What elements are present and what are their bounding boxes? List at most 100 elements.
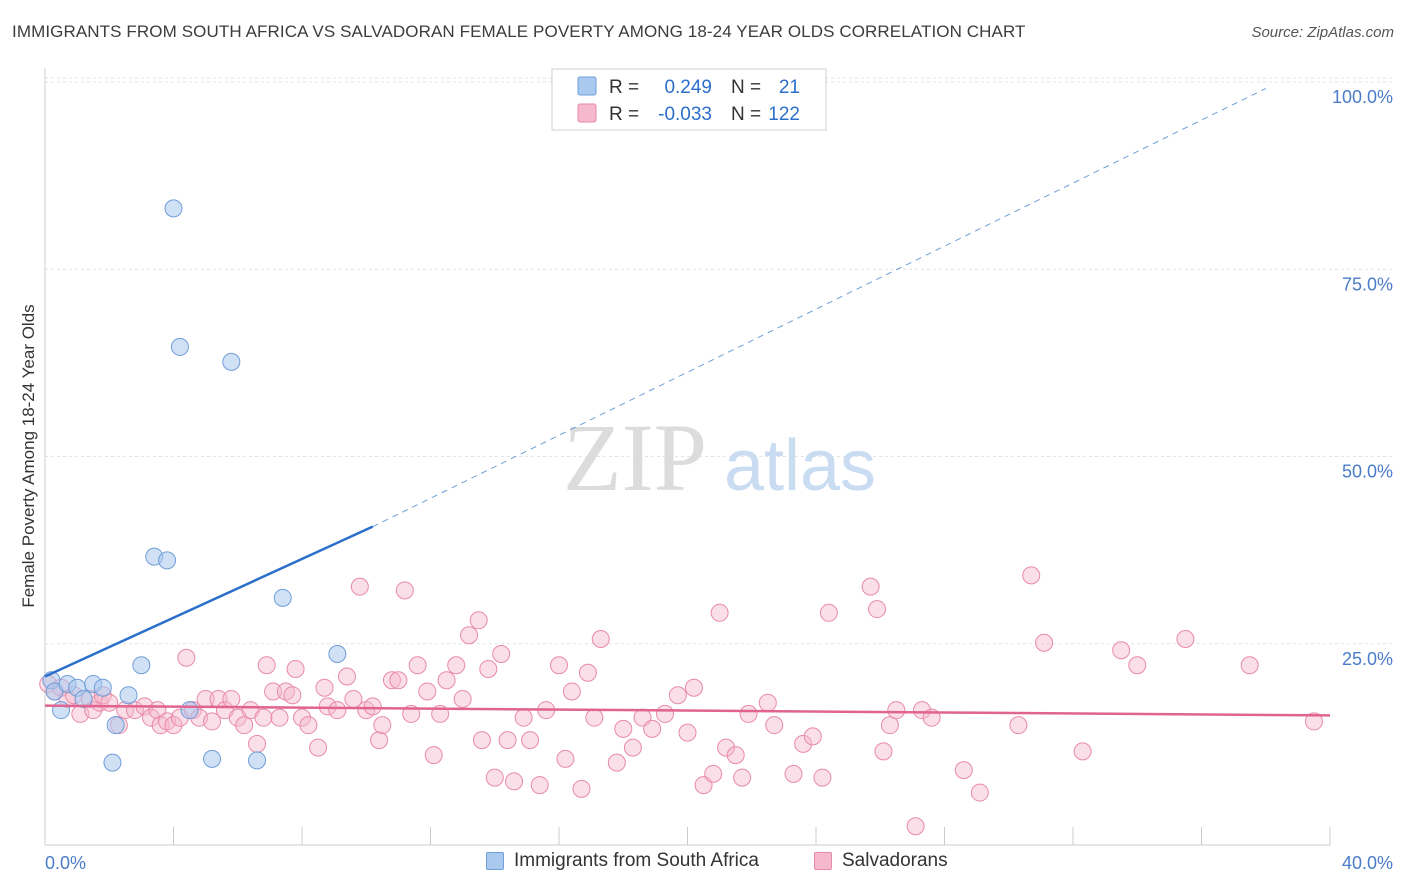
y-tick-label-2: 75.0% [1342,274,1393,294]
salvadorans-point-114 [954,761,973,780]
trend-lines [44,88,1331,717]
salvadorans-point-74 [530,776,549,795]
salvadorans-point-119 [1073,742,1092,761]
source-label: Source: ZipAtlas.com [1251,24,1394,41]
south-africa-point-2 [52,701,71,720]
salvadorans-point-58 [418,682,437,701]
salvadorans-point-82 [591,630,610,649]
salvadorans-point-57 [408,656,427,675]
watermark-atlas: atlas [724,426,876,506]
salvadorans-point-109 [880,716,899,735]
salvadorans-point-45 [328,701,347,720]
salvadorans-point-108 [874,742,893,761]
south-africa-point-16 [180,701,199,720]
salvadorans-point-10 [100,693,119,712]
salvadorans-point-48 [350,577,369,596]
salvadorans-point-79 [572,779,591,798]
legend-label-salvadorans: Salvadorans [842,850,948,871]
south-africa-point-17 [203,749,222,768]
y-tick-label-1: 50.0% [1342,462,1393,482]
salvadorans-point-51 [370,731,389,750]
south-africa-point-15 [170,337,189,356]
salvadorans-point-91 [684,678,703,697]
salvadorans-point-111 [913,701,932,720]
south-africa-point-14 [164,199,183,218]
watermark: ZIP atlas [563,404,876,511]
watermark-zip: ZIP [563,404,707,511]
y-tick-label-0: 25.0% [1342,649,1393,669]
legend-r-label-2: R = [609,104,639,125]
salvadorans-point-117 [1022,566,1041,585]
salvadorans-point-93 [704,764,723,783]
legend-n-value-1: 21 [779,77,800,98]
salvadorans-point-36 [270,708,289,727]
salvadorans-point-116 [1009,716,1028,735]
legend-r-value-2: -0.033 [658,104,712,125]
salvadorans-point-33 [254,708,273,727]
salvadorans-point-72 [514,708,533,727]
salvadorans-point-101 [784,764,803,783]
south-africa-point-21 [328,645,347,664]
salvadorans-point-59 [424,746,443,765]
tick-labels: 25.0% 50.0% 75.0% 100.0% 0.0% 40.0% [45,87,1393,873]
salvadorans-point-110 [887,701,906,720]
x-tick-label-0: 0.0% [45,853,86,873]
salvadorans-point-50 [363,697,382,716]
south-africa-point-9 [103,753,122,772]
salvadorans-point-42 [309,738,328,757]
south-africa-point-5 [74,689,93,708]
salvadorans-point-94 [710,603,729,622]
south-africa-point-8 [106,716,125,735]
salvadorans-point-70 [498,731,517,750]
salvadorans-point-100 [765,716,784,735]
gridlines [45,77,1395,645]
salvadorans-point-73 [521,731,540,750]
salvadorans-point-96 [726,746,745,765]
salvadorans-point-104 [813,768,832,787]
salvadorans-point-38 [283,686,302,705]
salvadorans-point-62 [447,656,466,675]
salvadorans-point-40 [293,708,311,727]
salvadorans-point-25 [203,712,222,731]
salvadorans-point-19 [164,716,183,735]
salvadorans-point-90 [678,723,697,742]
salvadorans-point-122 [1176,630,1195,649]
south-africa-point-20 [273,588,292,607]
salvadorans-point-65 [469,611,488,630]
salvadorans-point-102 [794,734,813,753]
legend-label-south-africa: Immigrants from South Africa [514,850,759,871]
salvadorans-point-76 [550,656,568,675]
salvadorans-point-66 [472,731,491,750]
salvadorans-point-78 [562,682,581,701]
salvadorans-point-39 [286,659,305,678]
salvadorans-point-85 [623,738,642,757]
salvadorans-point-28 [222,689,241,708]
salvadorans-point-103 [803,727,822,746]
salvadorans-point-64 [460,626,479,645]
legend-swatch-south-africa [486,852,504,870]
salvadorans-point-21 [177,648,196,667]
axes [44,68,1331,846]
salvadorans-point-99 [758,693,777,712]
salvadorans-point-54 [389,671,408,690]
salvadorans-point-77 [556,749,575,768]
salvadorans-point-118 [1035,633,1054,652]
salvadorans-point-115 [970,783,989,802]
salvadorans-point-46 [337,667,356,686]
legend-n-label-1: N = [731,77,761,98]
salvadorans-point-83 [607,753,626,772]
salvadorans-point-32 [248,734,267,753]
salvadorans-point-43 [315,678,334,697]
salvadorans-point-107 [868,600,887,619]
legend-swatch-blue [577,76,597,96]
legend-n-label-2: N = [731,104,761,125]
south-africa-point-11 [132,656,151,675]
south-africa-point-13 [158,551,177,570]
salvadorans-point-67 [479,659,498,678]
south-africa-point-19 [248,751,267,770]
salvadorans-point-81 [585,708,604,727]
salvadorans-point-120 [1112,641,1131,660]
legend-swatch-pink [577,103,597,123]
legend-r-label-1: R = [609,77,639,98]
